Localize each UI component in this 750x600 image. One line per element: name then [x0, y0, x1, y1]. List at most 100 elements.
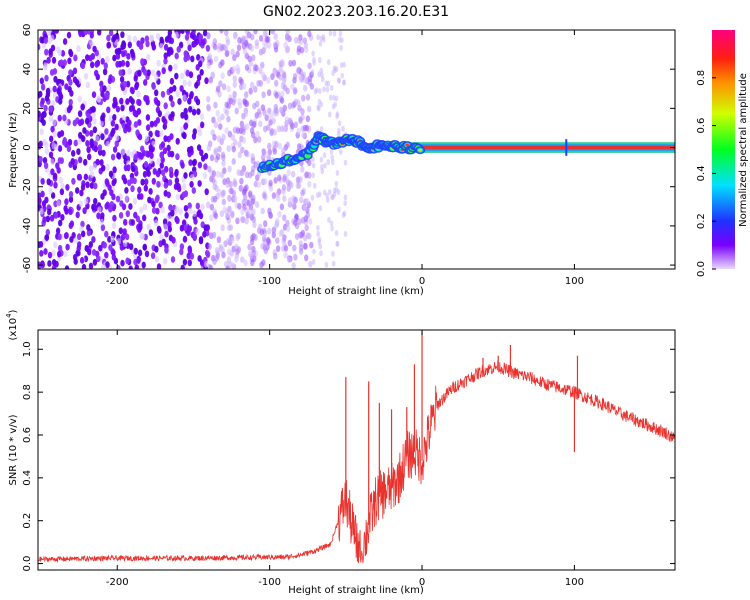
noise-blob [205, 44, 211, 52]
noise-blob [73, 258, 78, 265]
noise-blob [143, 94, 148, 102]
noise-blob [237, 151, 242, 159]
noise-blob [328, 94, 333, 101]
noise-blob [115, 195, 121, 203]
noise-blob [211, 116, 216, 124]
noise-blob [137, 249, 143, 257]
noise-blob [64, 83, 69, 90]
noise-blob [155, 117, 161, 124]
noise-blob [52, 130, 58, 138]
noise-blob [235, 248, 240, 256]
noise-blob [160, 206, 165, 214]
noise-blob [332, 30, 337, 37]
noise-blob [328, 189, 332, 195]
noise-blob [55, 162, 60, 170]
noise-blob [68, 79, 73, 86]
noise-blob [121, 115, 127, 122]
noise-blob [221, 154, 226, 162]
snr-x-ticks: -200 -100 0 100 [106, 330, 584, 588]
spectrogram-x-ticks: -200 -100 0 100 [106, 30, 584, 287]
noise-blob [293, 219, 298, 227]
noise-blob [275, 217, 280, 225]
noise-blob [55, 227, 61, 235]
noise-blob [332, 65, 337, 72]
noise-blob [142, 203, 148, 211]
noise-blob [148, 144, 153, 152]
noise-blob [154, 89, 159, 97]
noise-blob [213, 121, 219, 129]
noise-blob [283, 251, 288, 259]
noise-blob [168, 86, 174, 94]
noise-blob [68, 222, 74, 230]
noise-blob [108, 30, 114, 37]
noise-blob [100, 58, 105, 65]
noise-blob [212, 258, 217, 265]
noise-blob [148, 188, 153, 195]
noise-blob [50, 158, 55, 166]
noise-blob [239, 177, 244, 185]
noise-blob [335, 169, 340, 176]
noise-blob [284, 34, 290, 42]
snr-y-ticks: 0.0 0.2 0.4 0.6 0.8 1.0 [22, 341, 675, 572]
noise-blob [292, 244, 297, 252]
noise-blob [102, 241, 108, 249]
y-tick-label: 20 [22, 102, 33, 115]
noise-blob [163, 57, 168, 65]
noise-blob [215, 85, 221, 93]
noise-blob [202, 172, 208, 180]
noise-blob [70, 158, 75, 165]
noise-blob [140, 178, 145, 186]
noise-blob [49, 69, 55, 76]
noise-blob [94, 60, 99, 68]
noise-blob [268, 185, 274, 192]
noise-blob [66, 31, 72, 39]
noise-blob [43, 162, 49, 170]
noise-blob [78, 156, 83, 164]
noise-blob [79, 189, 84, 197]
noise-blob [180, 162, 185, 169]
noise-blob [125, 98, 130, 105]
noise-blob [45, 87, 51, 95]
noise-blob [213, 101, 218, 109]
noise-blob [73, 236, 79, 244]
noise-blob [146, 54, 151, 61]
noise-blob [273, 252, 278, 260]
noise-blob [38, 110, 41, 118]
noise-blob [71, 150, 76, 157]
noise-blob [148, 229, 154, 237]
noise-blob [64, 207, 69, 215]
noise-blob [225, 39, 231, 46]
noise-blob [47, 208, 52, 216]
noise-blob [123, 218, 128, 226]
noise-blob [85, 54, 90, 61]
noise-blob [274, 79, 279, 87]
noise-blob [333, 101, 338, 108]
noise-blob [178, 208, 183, 215]
noise-blob [75, 211, 80, 219]
noise-blob [42, 216, 47, 224]
noise-blob [168, 94, 174, 102]
noise-blob [140, 58, 145, 65]
noise-blob [105, 140, 110, 148]
noise-blob [82, 127, 87, 134]
noise-blob [79, 257, 85, 264]
noise-blob [99, 218, 105, 226]
noise-blob [105, 180, 110, 188]
noise-blob [49, 34, 55, 42]
noise-blob [138, 223, 143, 231]
noise-blob [299, 244, 304, 252]
noise-blob [110, 235, 115, 243]
noise-blob [58, 176, 64, 184]
noise-blob [260, 71, 266, 79]
noise-blob [40, 36, 45, 44]
noise-blob [232, 75, 237, 83]
noise-blob [112, 146, 118, 153]
noise-blob [71, 177, 76, 185]
noise-blob [169, 150, 175, 158]
noise-blob [177, 98, 182, 105]
noise-blob [86, 224, 91, 231]
noise-blob [183, 107, 188, 115]
noise-blob [279, 203, 285, 211]
noise-blob [208, 76, 213, 84]
